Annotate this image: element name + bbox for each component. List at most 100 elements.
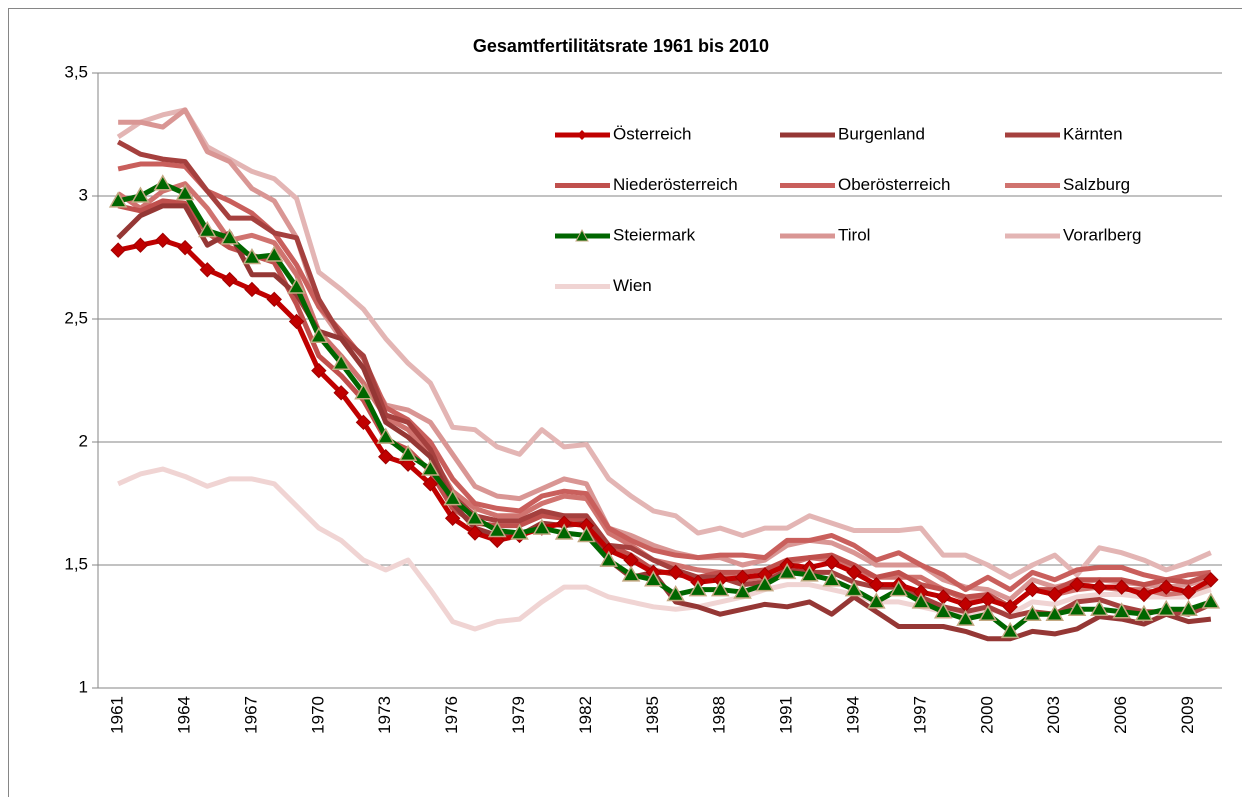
triangle-marker [131,186,150,203]
triangle-marker [532,518,552,535]
triangle-marker [1023,604,1042,621]
y-tick-label: 2,5 [64,308,88,327]
triangle-marker [108,191,128,208]
legend-label: Burgenland [838,124,925,143]
diamond-marker [422,476,439,492]
diamond-marker [1180,584,1197,600]
legend-marker [577,130,587,140]
legend-label: Niederösterreich [613,175,738,194]
triangle-marker [1179,599,1198,617]
series-line [117,198,1212,610]
triangle-marker [644,570,663,587]
diamond-marker [667,564,684,581]
triangle-marker [688,580,708,597]
triangle-marker [175,184,195,201]
x-tick-label: 2003 [1044,696,1063,734]
triangle-marker [398,444,418,462]
x-tick-label: 1961 [108,696,127,734]
triangle-marker [956,609,975,626]
legend-label: Österreich [613,124,691,143]
diamond-marker [1069,576,1085,593]
x-tick-label: 1982 [576,696,595,734]
triangle-marker [153,174,173,191]
diamond-marker [1136,586,1152,603]
x-tick-label: 2009 [1178,696,1197,734]
diamond-marker [288,313,305,330]
triangle-marker [710,580,730,597]
legend-label: Wien [613,276,652,295]
series-line [117,161,1212,593]
x-tick-label: 1985 [643,696,662,734]
triangle-marker [800,565,819,582]
triangle-marker [287,277,306,294]
series-line [117,466,1212,632]
diamond-marker [132,237,149,253]
triangle-marker [331,353,351,371]
triangle-marker [220,228,239,245]
diamond-marker [1024,581,1041,598]
x-tick-label: 1997 [910,696,929,734]
legend-label: Kärnten [1063,124,1123,143]
chart-border [8,8,1242,797]
triangle-marker [264,245,284,262]
triangle-marker [978,604,998,621]
legend-label: Oberösterreich [838,175,950,194]
triangle-marker [421,459,440,476]
legend-label: Salzburg [1063,175,1130,194]
triangle-marker [554,523,574,540]
x-tick-label: 1976 [442,696,461,734]
triangle-marker [599,550,619,567]
legend-label: Vorarlberg [1063,225,1141,244]
y-tick-label: 2 [79,431,88,450]
diamond-marker [846,564,862,581]
triangle-marker [621,565,641,582]
x-tick-label: 1964 [175,696,194,734]
triangle-marker [443,489,462,506]
triangle-marker [844,580,864,597]
triangle-marker [777,562,797,580]
triangle-marker [1156,599,1176,617]
diamond-marker [199,262,216,278]
triangle-marker [577,525,596,543]
diamond-marker [266,291,282,308]
diamond-marker [355,414,372,431]
x-tick-label: 1979 [509,696,528,734]
x-tick-label: 1994 [844,696,863,734]
legend-label: Steiermark [613,225,696,244]
x-tick-label: 1988 [710,696,729,734]
diamond-marker [177,239,193,256]
triangle-marker [889,580,908,597]
diamond-marker [1047,586,1063,603]
triangle-marker [198,220,217,238]
diamond-marker [244,281,260,298]
chart-title: Gesamtfertilitätsrate 1961 bis 2010 [473,36,769,56]
diamond-marker [444,510,461,526]
diamond-marker [467,525,483,541]
diamond-marker [110,242,126,258]
x-tick-label: 2000 [977,696,996,734]
x-tick-label: 1970 [308,696,327,734]
triangle-marker [822,570,842,587]
triangle-marker [354,383,373,400]
y-tick-label: 3,5 [64,62,88,81]
triangle-marker [867,592,886,609]
y-tick-label: 3 [79,185,88,204]
x-tick-label: 2006 [1111,696,1130,734]
y-tick-label: 1,5 [64,554,88,573]
diamond-marker [155,232,171,248]
diamond-marker [1203,572,1219,588]
triangle-marker [1201,592,1221,609]
triangle-marker [666,585,685,602]
triangle-marker [465,508,485,526]
triangle-marker [1045,604,1065,621]
y-tick-label: 1 [79,677,88,696]
triangle-marker [1112,602,1131,619]
x-tick-label: 1973 [375,696,394,734]
triangle-marker [242,247,262,265]
diamond-marker [1002,599,1018,615]
triangle-marker [933,602,953,619]
diamond-marker [868,576,885,593]
triangle-marker [1090,599,1109,617]
legend-marker [575,228,589,242]
